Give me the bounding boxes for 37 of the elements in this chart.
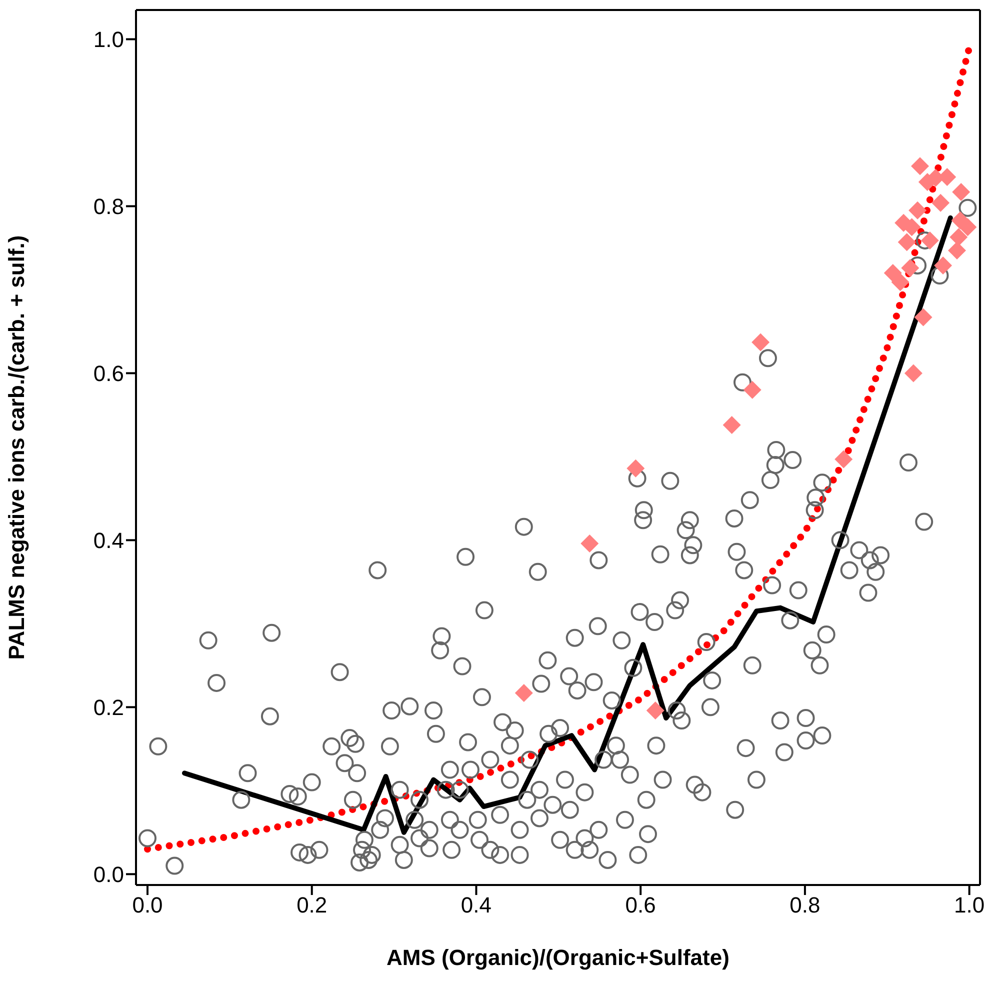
x-axis-title: AMS (Organic)/(Organic+Sulfate): [386, 945, 730, 970]
point: [884, 264, 902, 282]
point: [626, 459, 645, 478]
point: [514, 684, 533, 702]
point: [911, 157, 930, 176]
y-tick-label: 0.8: [93, 194, 124, 220]
y-tick-label: 0.6: [93, 361, 124, 386]
point: [580, 534, 599, 553]
point: [958, 218, 977, 236]
x-tick-label: 0.0: [132, 892, 163, 918]
x-tick-label: 0.8: [790, 892, 820, 918]
point: [898, 233, 916, 252]
point: [904, 364, 922, 382]
y-axis-title: PALMS negative ions carb./(carb. + sulf.): [4, 235, 29, 660]
point: [646, 702, 664, 720]
y-tick-label: 0.0: [93, 862, 124, 887]
x-tick-label: 1.0: [954, 892, 985, 918]
point: [743, 380, 762, 399]
y-tick-label: 0.2: [93, 694, 124, 720]
point: [920, 231, 939, 250]
point: [752, 333, 770, 352]
point: [908, 201, 927, 220]
point: [834, 450, 853, 468]
x-tick-label: 0.4: [460, 892, 492, 918]
point: [950, 228, 968, 246]
point: [722, 416, 741, 434]
point: [901, 258, 920, 277]
point: [952, 183, 970, 202]
point: [934, 256, 952, 274]
x-tick-label: 0.2: [296, 892, 328, 918]
point: [932, 194, 950, 212]
x-tick-label: 0.6: [625, 892, 656, 918]
point: [948, 241, 966, 260]
y-tick-label: 0.4: [93, 528, 124, 553]
point: [891, 273, 910, 292]
point: [914, 308, 932, 326]
y-tick-label: 1.0: [93, 27, 124, 52]
